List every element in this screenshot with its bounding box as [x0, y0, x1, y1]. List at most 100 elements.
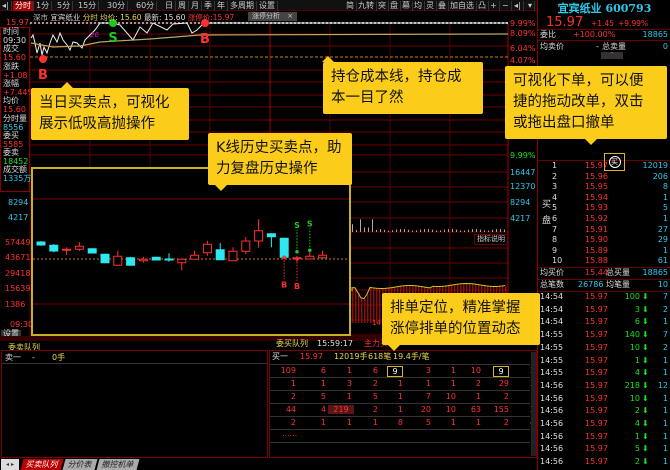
tab-period[interactable]: 季 — [202, 1, 215, 11]
queue-order-cell[interactable]: 4 — [320, 405, 326, 414]
tab-period[interactable]: 多周期 — [228, 1, 257, 11]
bid-price[interactable]: 15.93 — [585, 203, 608, 213]
queue-order-cell[interactable]: 3 — [425, 366, 431, 375]
queue-order-cell[interactable]: 44 — [285, 405, 296, 414]
queue-order-cell[interactable]: 29 — [498, 379, 509, 388]
queue-order-cell[interactable]: 1 — [475, 392, 481, 401]
queue-order-cell[interactable]: 9 — [493, 366, 509, 377]
queue-order-cell[interactable]: 5 — [425, 418, 431, 427]
tab-period[interactable]: 60分 — [134, 1, 158, 11]
queue-order-cell[interactable]: 2 — [503, 418, 509, 427]
queue-order-cell[interactable]: 8 — [397, 418, 403, 427]
bid-price[interactable]: 15.91 — [585, 224, 608, 234]
queue-order-cell[interactable]: 6 — [320, 366, 326, 375]
tab-period[interactable]: 15分 — [76, 1, 100, 11]
queue-order-cell[interactable]: 1 — [397, 379, 403, 388]
queue-order-cell[interactable]: 1 — [320, 418, 326, 427]
tool-button[interactable]: 均 — [412, 1, 425, 11]
queue-order-cell[interactable]: 5 — [372, 392, 378, 401]
tab-period[interactable]: 分时 — [13, 1, 34, 11]
tool-button[interactable]: 简 — [344, 1, 357, 11]
queue-order-cell[interactable]: 2 — [475, 379, 481, 388]
queue-order-cell[interactable]: 109 — [280, 366, 296, 375]
bid-price[interactable]: 15.88 — [585, 256, 608, 266]
tool-button[interactable]: 突 — [376, 1, 389, 11]
queue-order-cell[interactable]: 1 — [346, 366, 352, 375]
queue-order-cell[interactable]: 7 — [425, 392, 431, 401]
tool-button[interactable]: 叠 — [436, 1, 449, 11]
queue-more[interactable]: ...... — [282, 429, 298, 438]
queue-order-cell[interactable]: 2 — [290, 418, 296, 427]
queue-order-cell[interactable]: 9 — [387, 366, 403, 377]
settings-button[interactable]: 设置 — [1, 329, 21, 338]
tab-scroll-arrows[interactable]: ◂ ▸ — [1, 459, 19, 470]
queue-order-cell[interactable]: 1 — [397, 392, 403, 401]
queue-order-cell[interactable]: 10 — [470, 366, 481, 375]
indicator-help-button[interactable]: 指标说明 — [474, 234, 508, 245]
queue-order-cell[interactable]: 2 — [372, 379, 378, 388]
tool-button[interactable]: 凸 — [476, 1, 489, 11]
tab-period[interactable]: 日 — [163, 1, 176, 11]
bid-price[interactable]: 15.95 — [585, 182, 608, 192]
tool-button[interactable]: + — [488, 1, 500, 11]
limit-analysis-tab[interactable]: 涨停分析 × — [248, 12, 298, 21]
queue-order-cell[interactable]: 1 — [346, 392, 352, 401]
bid-price[interactable]: 15.89 — [585, 245, 608, 255]
queue-order-cell[interactable]: 155 — [493, 405, 509, 414]
collapse-left-icon[interactable]: ◂| — [512, 1, 524, 11]
buy-queue-panel[interactable] — [269, 350, 537, 458]
collapse-left-icon[interactable]: ◂| — [0, 1, 12, 11]
queue-order-cell[interactable]: 219 — [328, 405, 354, 414]
tool-button[interactable]: 九转 — [356, 1, 377, 11]
queue-order-cell[interactable]: 1 — [346, 418, 352, 427]
queue-order-cell[interactable]: 1 — [450, 366, 456, 375]
bid-price[interactable]: 15.96 — [585, 171, 608, 181]
tab-period[interactable]: 1分 — [34, 1, 53, 11]
queue-order-cell[interactable]: 1 — [450, 379, 456, 388]
queue-order-cell[interactable]: 10 — [445, 392, 456, 401]
queue-order-cell[interactable]: 1 — [320, 379, 326, 388]
tool-button[interactable]: 加自选 — [448, 1, 477, 11]
queue-order-cell[interactable]: 6 — [372, 366, 378, 375]
tab-period[interactable]: 设置 — [257, 1, 278, 11]
bottom-tab[interactable]: 买卖队列 — [20, 459, 64, 470]
tab-period[interactable]: 30分 — [105, 1, 129, 11]
dropdown-icon[interactable]: ▾ — [526, 1, 536, 11]
queue-order-cell[interactable]: 1 — [475, 418, 481, 427]
queue-order-cell[interactable]: 10 — [445, 405, 456, 414]
tool-button[interactable]: 盘 — [388, 1, 401, 11]
tab-period[interactable]: 月 — [189, 1, 202, 11]
expand-up-icon[interactable]: ⌃ — [601, 52, 623, 59]
tool-button[interactable]: − — [500, 1, 512, 11]
queue-order-cell[interactable]: 1 — [397, 405, 403, 414]
bid-price[interactable]: 15.92 — [585, 214, 608, 223]
buy-order-button[interactable]: 买 — [604, 153, 625, 171]
queue-order-cell[interactable]: 63 — [470, 405, 481, 414]
queue-order-cell[interactable]: 1 — [372, 418, 378, 427]
kline-popup[interactable]: B S B S — [31, 167, 351, 336]
queue-order-cell[interactable]: 2 — [372, 405, 378, 414]
queue-order-cell[interactable]: 1 — [425, 379, 431, 388]
queue-order-cell[interactable]: 3 — [346, 379, 352, 388]
bottom-tab[interactable]: 撤控机单 — [96, 459, 140, 470]
info-label: 委卖 — [3, 148, 19, 158]
sell-queue-panel[interactable]: 卖一 - 0手 — [1, 350, 268, 458]
tick-count: 7 — [662, 292, 668, 301]
tab-period[interactable]: 5分 — [55, 1, 74, 11]
queue-order-cell[interactable]: 20 — [420, 405, 431, 414]
tab-period[interactable]: 周 — [176, 1, 189, 11]
queue-order-cell[interactable]: 1 — [290, 379, 296, 388]
queue-order-cell[interactable]: 5 — [320, 392, 326, 401]
bid-price[interactable]: 15.90 — [585, 235, 608, 245]
bid-price[interactable]: 15.94 — [585, 192, 608, 202]
bid-price[interactable]: 15.97 — [585, 161, 608, 170]
queue-scrollbar[interactable] — [531, 352, 536, 456]
queue-order-cell[interactable]: 2 — [503, 392, 509, 401]
tab-period[interactable]: 年 — [215, 1, 228, 11]
tool-button[interactable]: 灵 — [424, 1, 437, 11]
bottom-tab[interactable]: 分价表 — [62, 459, 98, 470]
close-icon[interactable]: × — [287, 12, 294, 20]
queue-order-cell[interactable]: 1 — [450, 418, 456, 427]
tool-button[interactable]: 幕 — [400, 1, 413, 11]
queue-order-cell[interactable]: 2 — [290, 392, 296, 401]
